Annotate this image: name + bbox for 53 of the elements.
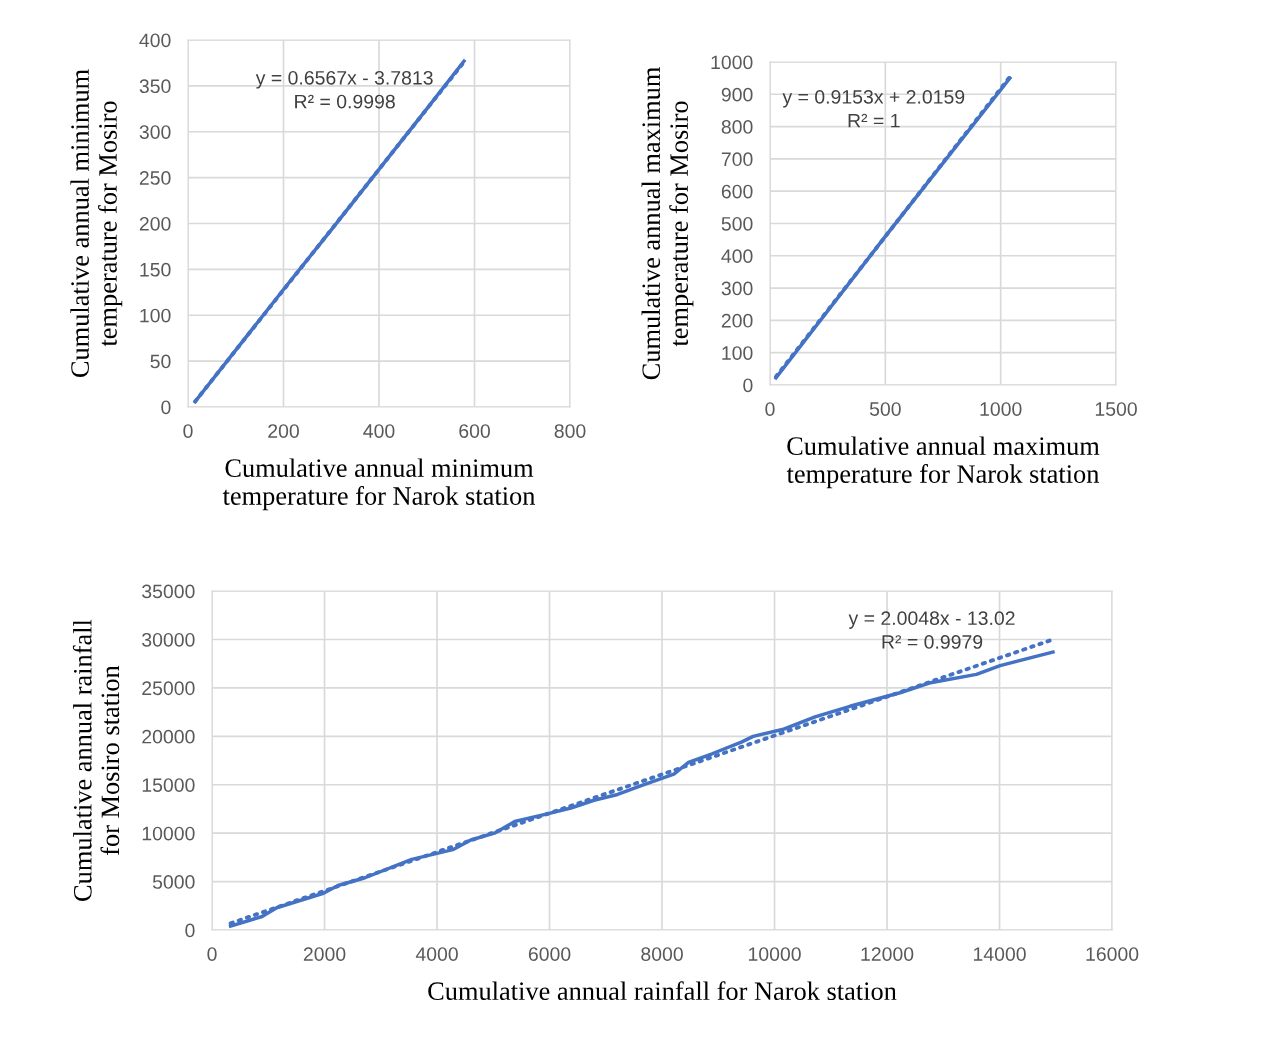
y-tick-label: 100 [722, 346, 753, 360]
y-tick-label: 200 [721, 313, 753, 328]
x-axis-title: Cumulative annual rainfall for Narok station [428, 981, 897, 1001]
annotation: y = 2.0048x - 13.02 R² = 0.9979 [848, 611, 1015, 649]
x-tick-label: 2000 [303, 947, 346, 961]
y-tick-label: 0 [185, 923, 195, 938]
x-tick-label: 12000 [861, 947, 914, 961]
x-tick-label: 1000 [980, 402, 1022, 416]
annotation: y = 0.6567x - 3.7813 R² = 0.9998 [255, 70, 433, 109]
y-tick-label: 5000 [152, 875, 195, 889]
y-axis-title: Cumulative annual maximum temperature for Mosiro [641, 67, 694, 380]
x-tick-label: 500 [869, 402, 901, 416]
y-tick-label: 0 [743, 378, 753, 393]
x-tick-label: 1500 [1095, 402, 1137, 416]
y-tick-label: 100 [140, 308, 171, 323]
x-tick-label: 6000 [528, 947, 571, 961]
x-tick-label: 4000 [415, 947, 458, 961]
x-tick-label: 14000 [973, 947, 1026, 961]
x-tick-label: 800 [554, 424, 586, 438]
y-tick-label: 200 [139, 216, 171, 231]
y-tick-label: 900 [721, 87, 753, 102]
x-tick-label: 200 [268, 424, 299, 438]
y-axis-title: Cumulative annual minimum temperature for Mosiro [70, 69, 123, 378]
x-tick-label: 400 [363, 424, 395, 438]
y-tick-label: 15000 [142, 778, 195, 792]
y-tick-label: 35000 [142, 584, 195, 599]
y-tick-label: 300 [139, 125, 171, 139]
y-tick-label: 400 [721, 249, 753, 264]
y-tick-label: 1000 [711, 55, 753, 70]
x-tick-label: 8000 [641, 947, 683, 961]
annotation: y = 0.9153x + 2.0159 R² = 1 [782, 90, 965, 128]
y-tick-label: 20000 [142, 729, 195, 744]
y-tick-label: 10000 [142, 826, 195, 841]
y-tick-label: 300 [721, 281, 753, 296]
x-tick-label: 10000 [748, 947, 801, 961]
y-tick-label: 500 [721, 216, 753, 231]
y-tick-label: 400 [139, 33, 171, 48]
y-tick-label: 700 [721, 152, 753, 167]
x-tick-label: 16000 [1086, 947, 1139, 961]
x-tick-label: 0 [207, 947, 217, 961]
y-tick-label: 30000 [142, 632, 195, 647]
y-tick-label: 50 [150, 354, 171, 369]
y-tick-label: 25000 [142, 681, 195, 696]
x-tick-label: 600 [459, 424, 490, 438]
x-axis-title: Cumulative annual maximum temperature for Narok station [786, 436, 1100, 489]
y-tick-label: 600 [721, 184, 753, 199]
y-tick-label: 150 [140, 262, 171, 277]
x-axis-title: Cumulative annual minimum temperature for Narok station [222, 458, 536, 511]
y-tick-label: 250 [139, 171, 171, 185]
y-tick-label: 350 [139, 79, 171, 94]
y-axis-title: Cumulative annual rainfall for Mosiro station [72, 619, 120, 901]
y-tick-label: 800 [721, 120, 753, 134]
x-tick-label: 0 [765, 402, 775, 416]
